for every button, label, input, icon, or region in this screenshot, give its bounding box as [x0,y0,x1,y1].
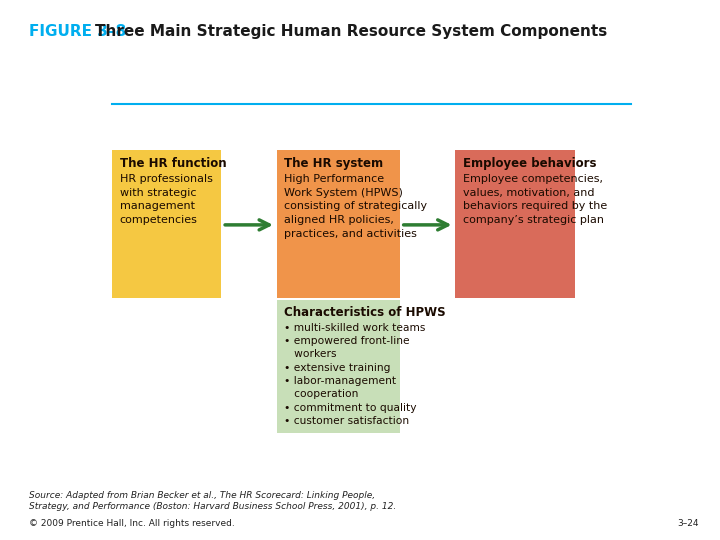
Text: Employee competencies,
values, motivation, and
behaviors required by the
company: Employee competencies, values, motivatio… [463,174,607,225]
Text: Characteristics of HPWS: Characteristics of HPWS [284,306,446,319]
Text: FIGURE 3–8: FIGURE 3–8 [29,24,126,39]
Text: Source: Adapted from Brian Becker et al., The HR Scorecard: Linking People,
Stra: Source: Adapted from Brian Becker et al.… [29,491,396,511]
Text: Three Main Strategic Human Resource System Components: Three Main Strategic Human Resource Syst… [95,24,607,39]
FancyBboxPatch shape [277,300,400,433]
Text: • multi-skilled work teams
• empowered front-line
   workers
• extensive trainin: • multi-skilled work teams • empowered f… [284,322,426,426]
FancyBboxPatch shape [112,150,221,298]
Text: Employee behaviors: Employee behaviors [463,157,596,170]
Text: © 2009 Prentice Hall, Inc. All rights reserved.: © 2009 Prentice Hall, Inc. All rights re… [29,519,235,529]
FancyBboxPatch shape [456,150,575,298]
Text: The HR function: The HR function [120,157,226,170]
FancyBboxPatch shape [277,150,400,298]
Text: HR professionals
with strategic
management
competencies: HR professionals with strategic manageme… [120,174,212,225]
Text: The HR system: The HR system [284,157,383,170]
Text: 3–24: 3–24 [677,519,698,529]
Text: High Performance
Work System (HPWS)
consisting of strategically
aligned HR polic: High Performance Work System (HPWS) cons… [284,174,427,239]
